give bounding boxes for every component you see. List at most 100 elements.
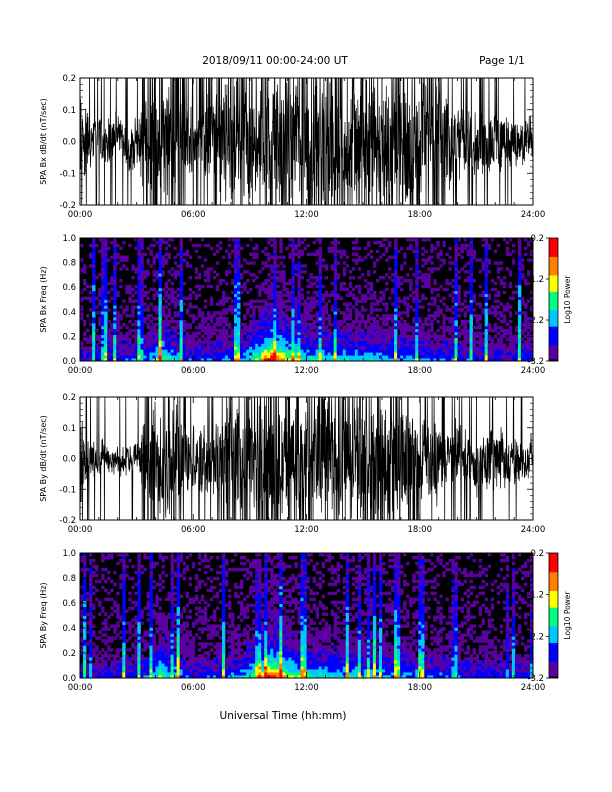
heatmap-cell — [258, 305, 262, 309]
heatmap-cell — [173, 296, 178, 300]
heatmap-cell — [520, 299, 525, 303]
heatmap-cell — [372, 293, 377, 297]
heatmap-cell — [363, 334, 368, 338]
colorbar-segment — [549, 317, 558, 321]
heatmap-cell — [170, 290, 175, 295]
heatmap-cell — [170, 633, 175, 637]
heatmap-cell — [297, 240, 301, 245]
heatmap-cell — [80, 296, 84, 300]
heatmap-cell — [155, 337, 159, 341]
heatmap-cell — [107, 576, 111, 581]
heatmap-cell — [318, 302, 322, 306]
heatmap-cell — [134, 290, 138, 295]
colorbar-segment — [549, 287, 558, 290]
heatmap-cell — [237, 252, 241, 256]
x-axis-title: Universal Time (hh:mm) — [220, 710, 347, 722]
heatmap-cell — [279, 308, 283, 312]
heatmap-cell — [333, 261, 338, 265]
heatmap-cell — [231, 346, 235, 350]
heatmap-cell — [152, 657, 156, 661]
heatmap-cell — [270, 264, 274, 268]
heatmap-cell — [279, 355, 283, 359]
heatmap-cell — [113, 636, 117, 640]
heatmap-cell — [294, 346, 298, 350]
heatmap-cell — [98, 672, 102, 676]
heatmap-cell — [484, 317, 489, 321]
heatmap-cell — [372, 340, 377, 344]
heatmap-cell — [155, 308, 159, 312]
heatmap-cell — [107, 675, 111, 679]
heatmap-cell — [237, 270, 241, 274]
heatmap-cell — [369, 281, 374, 286]
heatmap-cell — [149, 346, 153, 350]
heatmap-cell — [345, 317, 350, 321]
heatmap-cell — [197, 340, 202, 344]
heatmap-cell — [378, 355, 383, 359]
heatmap-cell — [116, 340, 120, 344]
heatmap-cell — [146, 343, 150, 347]
heatmap-cell — [375, 349, 380, 353]
heatmap-cell — [454, 249, 458, 254]
heatmap-cell — [176, 585, 181, 590]
heatmap-cell — [86, 352, 90, 356]
heatmap-cell — [188, 355, 193, 359]
heatmap-cell — [134, 660, 138, 664]
heatmap-cell — [131, 305, 135, 309]
heatmap-cell — [104, 281, 108, 286]
heatmap-cell — [170, 627, 175, 631]
heatmap-cell — [318, 246, 322, 251]
heatmap-cell — [324, 311, 329, 315]
heatmap-cell — [170, 672, 175, 676]
heatmap-cell — [128, 352, 132, 356]
heatmap-cell — [95, 311, 99, 315]
heatmap-cell — [321, 346, 326, 350]
heatmap-cell — [122, 606, 126, 610]
heatmap-cell — [149, 576, 153, 581]
heatmap-cell — [170, 648, 175, 652]
heatmap-cell — [460, 255, 464, 259]
heatmap-cell — [466, 243, 470, 248]
heatmap-cell — [529, 346, 534, 350]
heatmap-cell — [149, 337, 153, 341]
heatmap-cell — [137, 669, 141, 673]
heatmap-cell — [170, 355, 175, 359]
heatmap-cell — [197, 352, 202, 356]
heatmap-cell — [436, 267, 440, 271]
heatmap-cell — [234, 246, 238, 251]
heatmap-cell — [288, 334, 292, 338]
heatmap-cell — [104, 340, 108, 344]
heatmap-cell — [412, 355, 416, 359]
heatmap-cell — [179, 648, 184, 652]
heatmap-cell — [182, 657, 187, 661]
heatmap-cell — [234, 325, 238, 330]
heatmap-cell — [83, 573, 87, 578]
heatmap-cell — [436, 240, 440, 245]
heatmap-cell — [167, 243, 171, 248]
heatmap-cell — [252, 343, 256, 347]
heatmap-cell — [454, 343, 458, 347]
heatmap-cell — [206, 317, 211, 321]
heatmap-cell — [490, 349, 495, 353]
heatmap-cell — [327, 299, 332, 303]
heatmap-cell — [182, 654, 187, 658]
heatmap-cell — [101, 567, 105, 572]
heatmap-cell — [415, 290, 419, 295]
heatmap-cell — [505, 267, 510, 271]
heatmap-cell — [146, 246, 150, 251]
heatmap-cell — [152, 651, 156, 655]
heatmap-cell — [140, 663, 144, 667]
heatmap-cell — [137, 255, 141, 259]
heatmap-cell — [469, 340, 473, 344]
heatmap-cell — [448, 325, 452, 330]
heatmap-cell — [83, 615, 87, 619]
heatmap-cell — [279, 238, 283, 242]
heatmap-cell — [137, 594, 141, 599]
heatmap-cell — [249, 261, 253, 265]
heatmap-cell — [173, 246, 178, 251]
heatmap-cell — [149, 615, 153, 619]
heatmap-cell — [104, 279, 108, 283]
heatmap-cell — [140, 349, 144, 353]
heatmap-cell — [158, 576, 162, 581]
heatmap-cell — [484, 261, 489, 265]
heatmap-cell — [526, 317, 531, 321]
